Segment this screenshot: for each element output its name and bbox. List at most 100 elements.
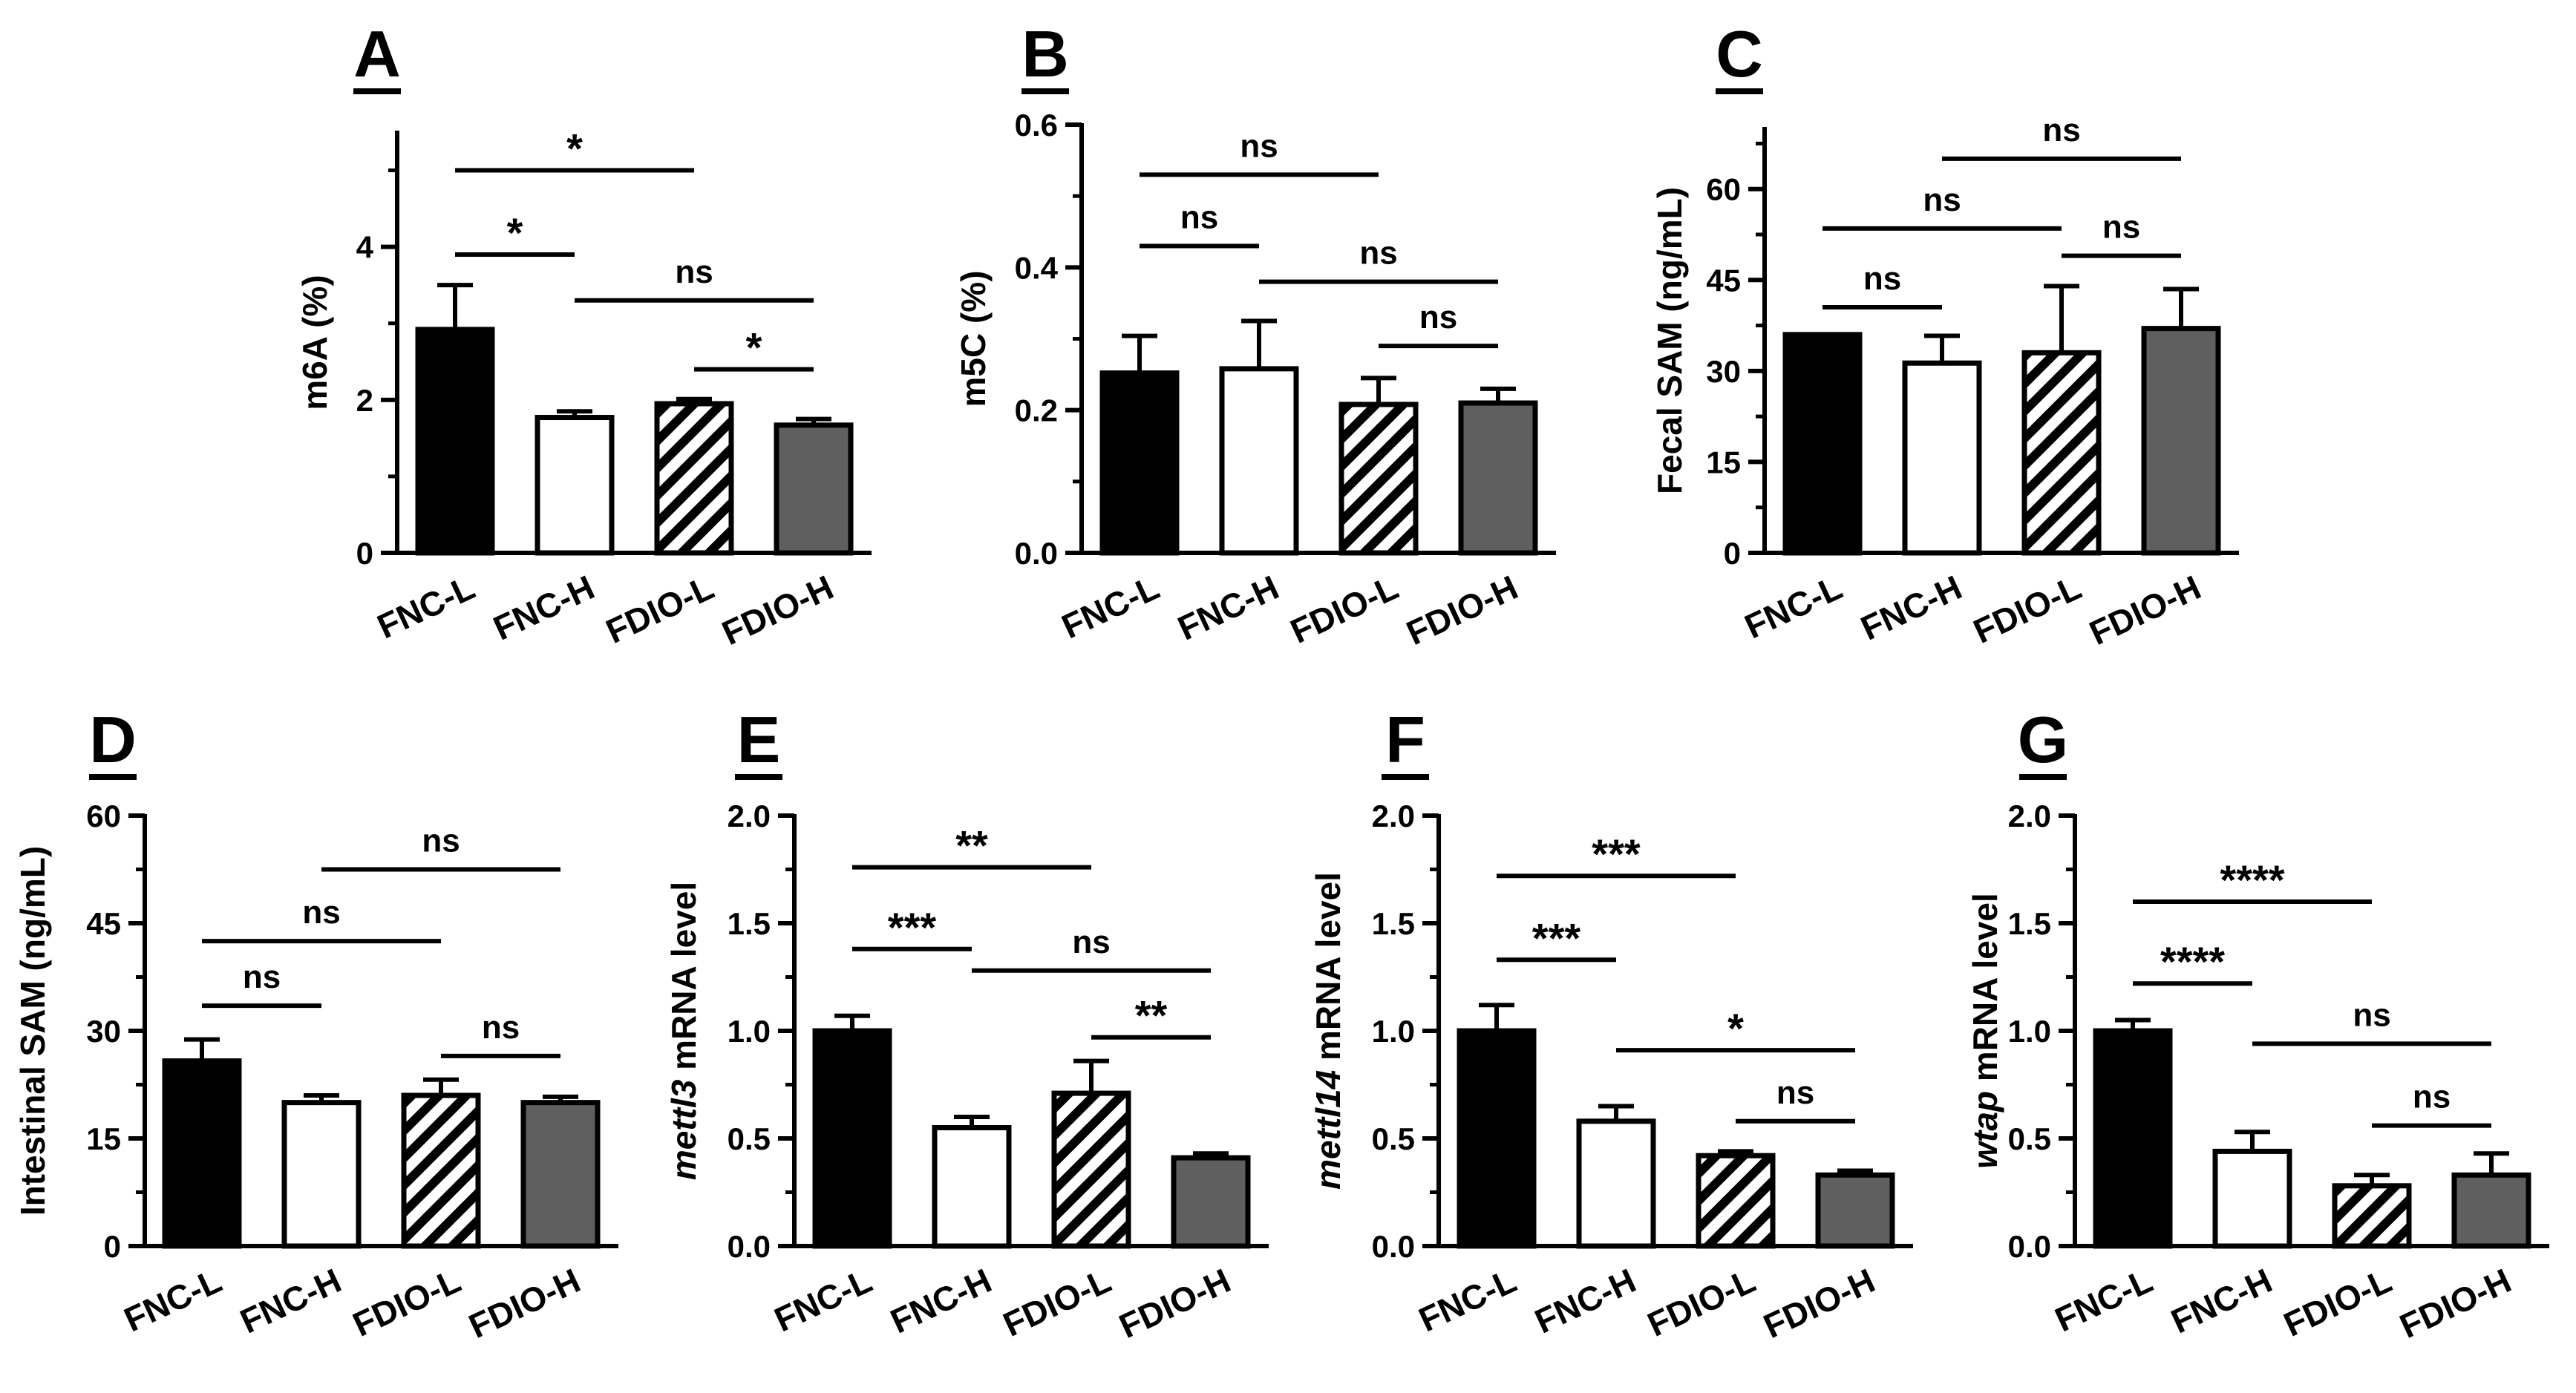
x-tick-label: FNC-L <box>1739 568 1848 646</box>
panel-letter: A <box>353 17 401 91</box>
x-tick-label: FNC-L <box>2049 1261 2158 1339</box>
x-tick-label: FNC-H <box>488 568 601 648</box>
y-tick-label: 1.0 <box>2008 1014 2051 1049</box>
bar-fdio-l <box>401 1092 481 1249</box>
y-axis-label: mettl3 mRNA level <box>664 882 703 1180</box>
x-tick-label: FNC-L <box>768 1261 877 1339</box>
significance-label: ns <box>1240 128 1278 164</box>
panel-letter: C <box>1716 17 1763 91</box>
bar-fdio-l <box>2332 1183 2412 1249</box>
x-tick-label: FDIO-L <box>1967 568 2087 651</box>
panel-letter: G <box>2018 703 2068 776</box>
significance-label: ** <box>955 822 988 869</box>
y-tick-label: 60 <box>86 799 121 833</box>
x-tick-label: FDIO-L <box>2278 1261 2397 1344</box>
x-tick-label: FNC-L <box>371 568 480 646</box>
x-tick-label: FDIO-H <box>1114 1261 1237 1346</box>
y-tick-label: 1.5 <box>1372 906 1415 941</box>
y-tick-label: 30 <box>86 1014 121 1049</box>
significance-label: *** <box>888 904 937 951</box>
y-tick-label: 0.2 <box>1015 393 1058 428</box>
bar-fnc-h <box>1902 360 1982 556</box>
x-tick-label: FNC-L <box>118 1261 227 1339</box>
panel-letter: D <box>89 703 137 776</box>
bar-fdio-h <box>520 1100 601 1249</box>
y-tick-label: 0.0 <box>728 1229 771 1264</box>
bar-fnc-h <box>932 1125 1012 1249</box>
panel-d: D 0 15 30 45 60 Intestinal SAM (ng/mL) FNC-L FNC… <box>13 703 618 1346</box>
y-tick-label: 2.0 <box>728 799 771 833</box>
bar-fdio-h <box>1458 400 1538 556</box>
y-tick-label: 0 <box>104 1229 121 1264</box>
y-axis-label: Intestinal SAM (ng/mL) <box>13 846 52 1216</box>
y-tick-label: 0 <box>1724 536 1741 571</box>
panel-letter: E <box>737 703 781 776</box>
x-tick-label: FNC-H <box>1172 568 1285 648</box>
y-axis-label-text: mRNA level <box>1966 893 2004 1091</box>
y-tick-label: 0.5 <box>1372 1121 1415 1156</box>
panel-g: G 0.0 0.5 1.0 1.5 2.0 wtap mRNA level FNC-L FNC-… <box>1966 703 2549 1346</box>
significance-label: ns <box>675 254 713 290</box>
x-tick-label: FDIO-L <box>1641 1261 1761 1344</box>
bar-fnc-l <box>1099 370 1180 556</box>
bar-fdio-h <box>1171 1155 1251 1249</box>
bar-fnc-h <box>281 1100 362 1249</box>
significance-label: * <box>1727 1005 1744 1052</box>
y-tick-label: 15 <box>1706 445 1741 479</box>
significance-label: ns <box>482 1009 520 1046</box>
significance-label: ns <box>1072 924 1110 960</box>
significance-label: ns <box>302 894 340 931</box>
x-tick-label: FNC-L <box>1056 568 1165 646</box>
x-tick-label: FNC-L <box>1413 1261 1522 1339</box>
significance-label: *** <box>1532 914 1581 961</box>
significance-label: ns <box>1863 260 1901 297</box>
x-tick-label: FNC-H <box>2165 1261 2278 1341</box>
y-tick-label: 2.0 <box>1372 799 1415 833</box>
significance-label: **** <box>2160 938 2225 985</box>
y-tick-label: 60 <box>1706 172 1741 207</box>
bar-fdio-l <box>1051 1090 1131 1249</box>
bar-fnc-l <box>415 327 495 556</box>
bar-fnc-l <box>2093 1028 2173 1249</box>
y-tick-label: 0.0 <box>1015 536 1058 571</box>
significance-label: ns <box>2042 112 2080 148</box>
significance-label: ns <box>1419 299 1457 335</box>
x-tick-label: FDIO-H <box>2084 568 2207 652</box>
y-axis-label-text: m5C (%) <box>954 270 993 407</box>
y-axis-label-text: mRNA level <box>664 882 703 1080</box>
significance-label: * <box>746 324 762 371</box>
panel-b: B 0.0 0.2 0.4 0.6 m5C (%) FNC-L FNC-H FDIO-LFDIO… <box>954 17 1556 652</box>
y-axis-label: m6A (%) <box>295 275 334 410</box>
x-tick-label: FDIO-L <box>600 568 719 651</box>
significance-label: *** <box>1592 830 1641 877</box>
bar-fnc-h <box>535 415 615 556</box>
significance-label: ns <box>2413 1079 2451 1115</box>
significance-label: ns <box>422 823 460 859</box>
y-axis-label-text: Intestinal SAM (ng/mL) <box>13 846 52 1216</box>
x-tick-label: FNC-H <box>235 1261 347 1341</box>
significance-label: ns <box>1359 235 1397 272</box>
significance-label: * <box>507 209 523 256</box>
significance-label: ns <box>243 959 281 995</box>
panel-e: E 0.0 0.5 1.0 1.5 2.0 mettl3 mRNA level FNC-L FN… <box>664 703 1269 1346</box>
y-tick-label: 0.5 <box>728 1121 771 1156</box>
y-tick-label: 4 <box>356 230 374 265</box>
bar-fdio-h <box>774 422 854 556</box>
y-tick-label: 0.5 <box>2008 1121 2051 1156</box>
bar-fdio-h <box>2141 326 2221 556</box>
y-tick-label: 1.0 <box>728 1014 771 1049</box>
y-tick-label: 30 <box>1706 354 1741 389</box>
y-axis-label: mettl14 mRNA level <box>1309 872 1347 1190</box>
y-tick-label: 1.5 <box>2008 906 2051 941</box>
y-axis-label-italic: wtap <box>1966 1091 2004 1169</box>
panel-letter: B <box>1021 17 1069 91</box>
y-axis-label-text: Fecal SAM (ng/mL) <box>1650 187 1689 494</box>
x-tick-label: FNC-H <box>1855 568 1968 648</box>
bar-fdio-l <box>1696 1153 1776 1249</box>
panel-letter: F <box>1385 703 1425 776</box>
x-tick-label: FDIO-H <box>2394 1261 2517 1346</box>
y-tick-label: 2.0 <box>2008 799 2051 833</box>
